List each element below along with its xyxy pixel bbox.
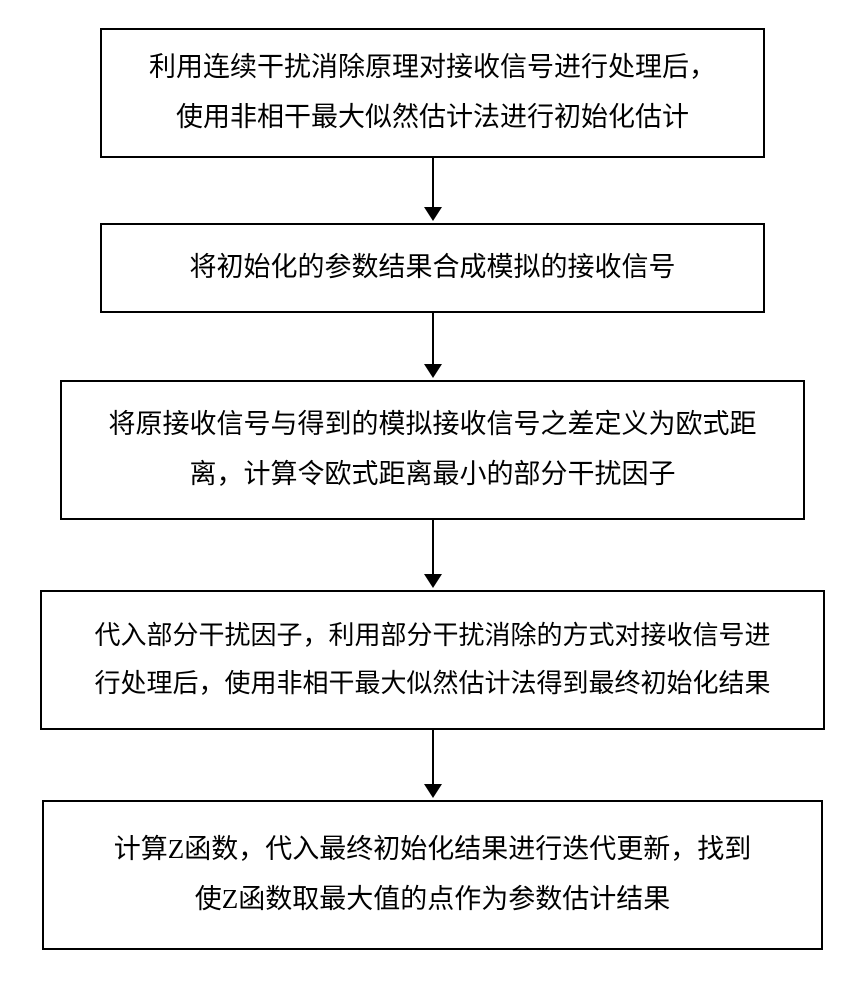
arrow-head-icon	[424, 574, 442, 588]
box-text-2: 将初始化的参数结果合成模拟的接收信号	[190, 243, 676, 293]
box-text-3: 将原接收信号与得到的模拟接收信号之差定义为欧式距离，计算令欧式距离最小的部分干扰…	[109, 400, 757, 500]
flowchart-box-5: 计算Z函数，代入最终初始化结果进行迭代更新，找到使Z函数取最大值的点作为参数估计…	[42, 800, 823, 950]
arrow-line	[432, 730, 434, 785]
flowchart-container: 利用连续干扰消除原理对接收信号进行处理后，使用非相干最大似然估计法进行初始化估计…	[0, 0, 865, 1000]
flowchart-box-4: 代入部分干扰因子，利用部分干扰消除的方式对接收信号进行处理后，使用非相干最大似然…	[40, 590, 825, 730]
box-text-5: 计算Z函数，代入最终初始化结果进行迭代更新，找到使Z函数取最大值的点作为参数估计…	[114, 825, 752, 925]
arrow-1	[424, 158, 442, 221]
flowchart-box-2: 将初始化的参数结果合成模拟的接收信号	[100, 223, 765, 313]
arrow-line	[432, 313, 434, 365]
arrow-3	[424, 520, 442, 588]
arrow-head-icon	[424, 364, 442, 378]
flowchart-box-3: 将原接收信号与得到的模拟接收信号之差定义为欧式距离，计算令欧式距离最小的部分干扰…	[60, 380, 805, 520]
arrow-2	[424, 313, 442, 378]
arrow-4	[424, 730, 442, 798]
flowchart-box-1: 利用连续干扰消除原理对接收信号进行处理后，使用非相干最大似然估计法进行初始化估计	[100, 28, 765, 158]
arrow-line	[432, 520, 434, 575]
arrow-head-icon	[424, 207, 442, 221]
box-text-4: 代入部分干扰因子，利用部分干扰消除的方式对接收信号进行处理后，使用非相干最大似然…	[94, 612, 770, 708]
box-text-1: 利用连续干扰消除原理对接收信号进行处理后，使用非相干最大似然估计法进行初始化估计	[149, 43, 716, 143]
arrow-head-icon	[424, 784, 442, 798]
arrow-line	[432, 158, 434, 208]
